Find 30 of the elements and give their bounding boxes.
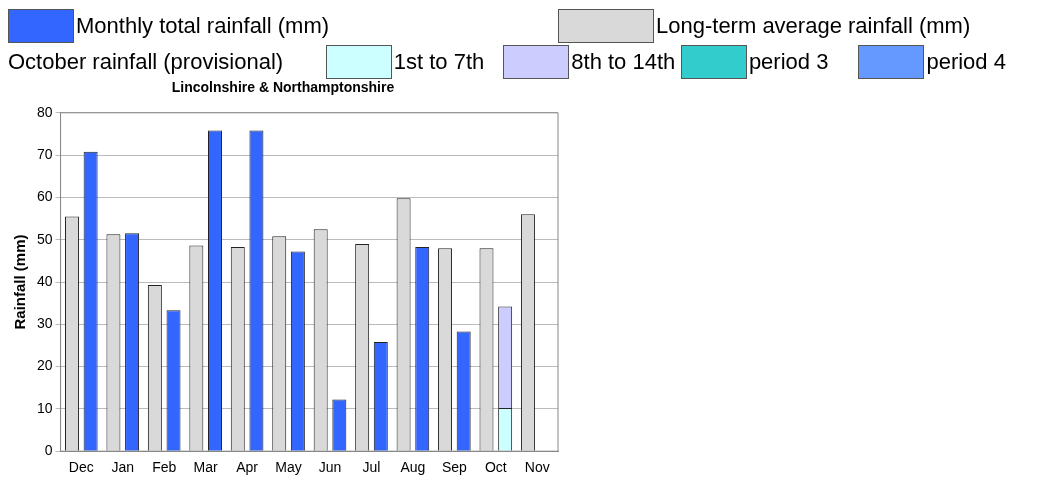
legend-title: October rainfall (provisional) <box>8 48 285 76</box>
x-tick-label: Jun <box>318 459 342 476</box>
x-tick-label: Feb <box>152 459 177 476</box>
x-tick-label: Nov <box>524 459 550 476</box>
legend-label: 1st to 7th <box>393 48 485 76</box>
x-tick-label: May <box>275 459 302 476</box>
y-tick-label: 30 <box>36 315 53 332</box>
x-tick-label: Aug <box>400 459 426 476</box>
y-tick-label: 70 <box>36 145 53 162</box>
x-tick-label: Oct <box>484 459 507 476</box>
legend-label: Monthly total rainfall (mm) <box>76 12 330 40</box>
x-tick-label: Jul <box>362 459 381 476</box>
x-tick-label: Jan <box>111 459 135 476</box>
y-tick-label: 0 <box>44 442 53 459</box>
y-tick-label: 40 <box>36 272 53 289</box>
y-tick-label: 50 <box>36 230 53 247</box>
legend-label: 8th to 14th <box>571 48 676 76</box>
x-tick-label: Sep <box>441 459 468 476</box>
legend-label: period 3 <box>748 48 829 76</box>
legend-label: period 4 <box>926 48 1006 76</box>
x-tick-label: Mar <box>193 459 219 476</box>
y-tick-label: 60 <box>36 188 53 205</box>
chart-title: Lincolnshire & Northamptonshire <box>171 79 395 96</box>
y-tick-label: 10 <box>36 399 53 416</box>
y-tick-label: 80 <box>36 103 53 120</box>
x-tick-label: Apr <box>236 459 259 476</box>
legend-label: Long-term average rainfall (mm) <box>656 12 971 40</box>
y-axis-title: Rainfall (mm) <box>11 234 29 330</box>
y-tick-label: 20 <box>36 357 53 374</box>
x-tick-label: Dec <box>68 459 94 476</box>
